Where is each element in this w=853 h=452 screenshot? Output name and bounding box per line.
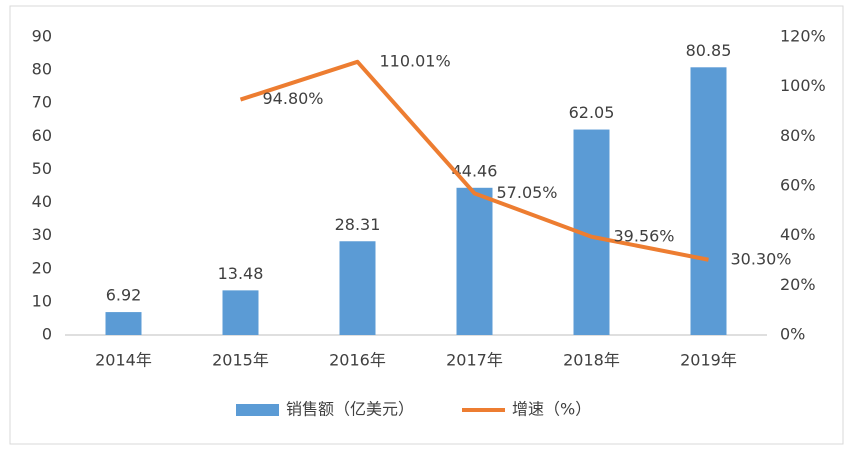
x-tick-label: 2015年: [212, 351, 269, 370]
bar: [456, 187, 493, 335]
bar: [339, 241, 376, 335]
data-label: 110.01%: [380, 51, 451, 70]
data-label: 44.46: [452, 161, 498, 180]
y2-tick-label: 40%: [780, 225, 816, 244]
data-label: 57.05%: [497, 183, 558, 202]
data-label: 62.05: [569, 103, 615, 122]
data-label: 94.80%: [263, 89, 324, 108]
y2-tick-label: 100%: [780, 76, 826, 95]
line: [239, 59, 709, 262]
y-tick-label: 90: [32, 27, 52, 46]
y-tick-label: 70: [32, 93, 52, 112]
x-tick-label: 2017年: [446, 351, 503, 370]
y2-tick-label: 20%: [780, 275, 816, 294]
data-label: 28.31: [335, 215, 381, 234]
y2-tick-label: 120%: [780, 27, 826, 46]
y-tick-label: 60: [32, 126, 52, 145]
x-tick-label: 2018年: [563, 351, 620, 370]
data-label: 6.92: [106, 286, 142, 305]
bar: [105, 312, 142, 335]
data-label: 39.56%: [614, 226, 675, 245]
data-label: 30.30%: [731, 249, 792, 268]
x-tick-label: 2019年: [680, 351, 737, 370]
y2-tick-label: 60%: [780, 176, 816, 195]
x-tick-label: 2014年: [95, 351, 152, 370]
legend-label: 增速（%）: [512, 400, 591, 419]
x-tick-label: 2016年: [329, 351, 386, 370]
y-tick-label: 50: [32, 159, 52, 178]
y2-tick-label: 80%: [780, 126, 816, 145]
bar: [690, 67, 727, 336]
y-tick-label: 0: [42, 325, 52, 344]
y-tick-label: 10: [32, 291, 52, 310]
y-tick-label: 40: [32, 192, 52, 211]
y-tick-label: 20: [32, 258, 52, 277]
legend-label: 销售额（亿美元）: [286, 400, 414, 419]
legend-swatch: [236, 404, 279, 416]
bar: [222, 290, 259, 335]
y-tick-label: 80: [32, 60, 52, 79]
y-tick-label: 30: [32, 225, 52, 244]
data-label: 13.48: [218, 264, 264, 283]
data-label: 80.85: [686, 41, 732, 60]
y2-tick-label: 0%: [780, 325, 805, 344]
